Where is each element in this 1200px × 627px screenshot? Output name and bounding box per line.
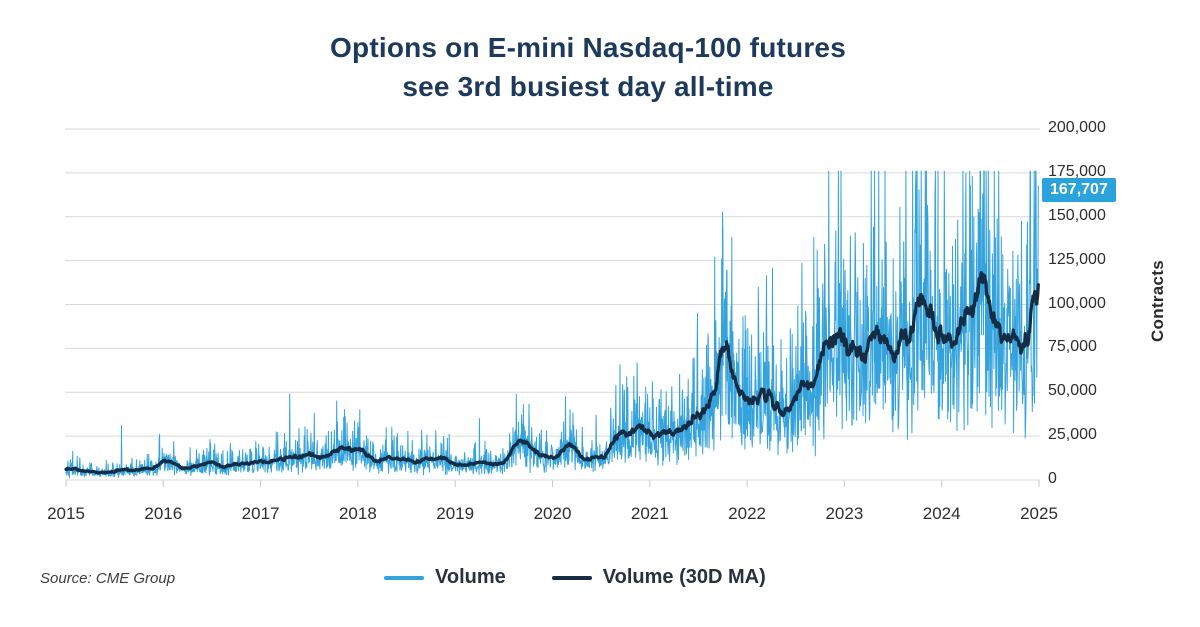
x-tick-label: 2021 <box>630 504 669 523</box>
y-tick-label: 150,000 <box>1048 206 1106 224</box>
legend-label-volume-ma: Volume (30D MA) <box>602 566 766 588</box>
legend-label-volume: Volume <box>435 566 506 588</box>
chart-title-line2: see 3rd busiest day all-time <box>402 71 774 102</box>
y-tick-label: 50,000 <box>1048 382 1097 400</box>
y-tick-label: 175,000 <box>1048 162 1106 180</box>
x-tick-label: 2020 <box>533 504 572 523</box>
x-tick-label: 2017 <box>241 504 280 523</box>
chart-title-line1: Options on E-mini Nasdaq-100 futures <box>330 32 846 63</box>
legend-item-volume-ma: Volume (30D MA) <box>551 566 766 589</box>
ma-line-swatch <box>551 575 592 580</box>
y-tick-label: 100,000 <box>1048 294 1106 312</box>
y-tick-label: 125,000 <box>1048 250 1106 268</box>
y-tick-label: 25,000 <box>1048 426 1097 444</box>
x-tick-label: 2019 <box>436 504 475 523</box>
y-axis-title: Contracts <box>1148 259 1167 343</box>
x-tick-label: 2023 <box>825 504 864 523</box>
y-tick-label: 75,000 <box>1048 338 1097 356</box>
source-credit: Source: CME Group <box>40 570 176 587</box>
y-tick-label: 0 <box>1048 470 1057 487</box>
chart-title: Options on E-mini Nasdaq-100 futures see… <box>0 28 1176 106</box>
legend: Volume Volume (30D MA) <box>384 566 766 589</box>
x-tick-label: 2022 <box>728 504 766 523</box>
x-tick-label: 2024 <box>922 504 961 523</box>
volume-line-swatch <box>384 575 424 580</box>
legend-item-volume: Volume <box>384 566 506 589</box>
y-tick-label: 200,000 <box>1048 119 1106 136</box>
ma-series-line <box>64 271 1040 475</box>
x-tick-label: 2016 <box>144 504 183 523</box>
x-tick-label: 2025 <box>1020 504 1058 523</box>
x-tick-label: 2018 <box>338 504 377 523</box>
last-value-callout: 167,707 <box>1042 177 1116 202</box>
x-tick-label: 2015 <box>47 504 85 523</box>
